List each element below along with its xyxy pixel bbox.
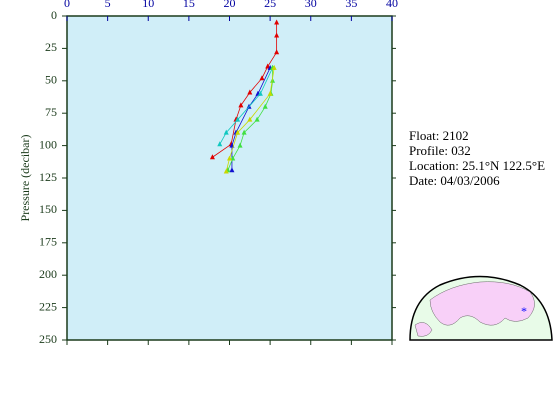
- series-line: [212, 22, 278, 158]
- data-point: [257, 90, 263, 96]
- x-tick-label: 10: [142, 0, 154, 10]
- data-point: [227, 155, 232, 161]
- data-point: [267, 90, 273, 96]
- x-tick-label: 30: [305, 0, 317, 10]
- data-point: [241, 129, 247, 135]
- y-tick-label: 175: [39, 235, 57, 249]
- data-point: [262, 103, 268, 109]
- x-tick-label: 15: [183, 0, 195, 10]
- y-tick-label: 250: [39, 332, 57, 346]
- data-point: [229, 167, 235, 173]
- data-point: [274, 49, 280, 55]
- y-tick-label: 100: [39, 137, 57, 151]
- x-tick-label: 25: [264, 0, 276, 10]
- profile-label: Profile: 032: [409, 143, 471, 158]
- data-point: [247, 89, 253, 95]
- y-tick-label: 75: [45, 105, 57, 119]
- float-label: Float: 2102: [409, 128, 469, 143]
- y-tick-label: 225: [39, 299, 57, 313]
- data-point: [230, 155, 236, 161]
- data-point: [254, 116, 260, 122]
- locator-map: *: [409, 275, 553, 341]
- x-tick-label: 35: [345, 0, 357, 10]
- y-axis-label: Pressure (decibar): [18, 135, 32, 222]
- y-tick-label: 0: [51, 8, 57, 22]
- plot-area: [66, 15, 393, 341]
- data-point: [235, 116, 241, 122]
- y-tick-label: 50: [45, 73, 57, 87]
- x-tick-label: 20: [224, 0, 236, 10]
- y-tick-label: 125: [39, 170, 57, 184]
- x-tick-label: 5: [105, 0, 111, 10]
- data-point: [217, 141, 223, 147]
- series-line: [225, 67, 275, 172]
- x-tick-label: 40: [386, 0, 398, 10]
- y-tick-label: 150: [39, 202, 57, 216]
- data-point: [223, 168, 229, 174]
- date-label: Date: 04/03/2006: [409, 173, 500, 188]
- data-point: [274, 19, 280, 25]
- data-point: [223, 129, 229, 135]
- location-label: Location: 25.1°N 122.5°E: [409, 158, 545, 173]
- data-point: [271, 64, 277, 70]
- svg-text:*: *: [521, 304, 527, 318]
- data-point: [238, 102, 244, 108]
- data-point: [274, 32, 280, 38]
- y-tick-label: 25: [45, 40, 57, 54]
- y-tick-label: 200: [39, 267, 57, 281]
- data-point: [209, 154, 215, 160]
- data-point: [235, 129, 241, 135]
- x-tick-label: 0: [64, 0, 70, 10]
- data-point: [237, 142, 243, 148]
- data-point: [247, 116, 253, 122]
- data-point: [259, 75, 265, 81]
